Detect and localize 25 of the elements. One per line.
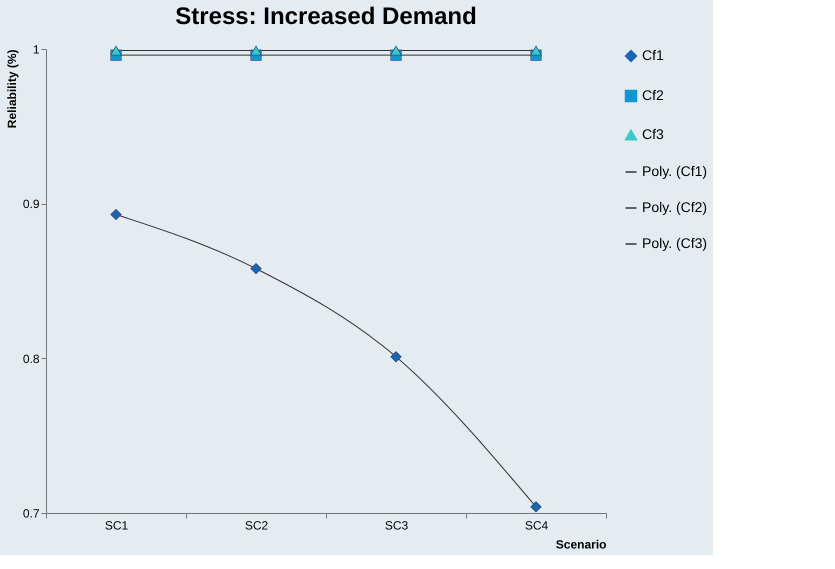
legend-label: Poly. (Cf2)	[642, 199, 708, 215]
point	[390, 46, 402, 56]
legend-label: Cf2	[642, 87, 664, 103]
y-tick-label: 0.9	[22, 197, 40, 212]
point	[250, 263, 262, 274]
x-tick-label: SC4	[524, 518, 548, 532]
legend-label: Cf3	[642, 126, 664, 142]
x-tick-label: SC3	[384, 518, 408, 532]
y-tick-label: 0.8	[22, 352, 40, 366]
legend-label: Cf1	[642, 47, 664, 63]
chart-title: Stress: Increased Demand	[175, 3, 477, 30]
point	[390, 351, 402, 362]
point	[250, 46, 262, 56]
x-tick-label: SC1	[104, 518, 128, 532]
x-axis-title: Scenario	[556, 538, 606, 552]
y-tick-label: 0.7	[22, 506, 40, 520]
y-axis-title: Reliability (%)	[4, 50, 19, 128]
point	[530, 46, 542, 56]
legend-label: Poly. (Cf3)	[642, 235, 708, 251]
point	[530, 501, 542, 512]
point	[110, 208, 122, 220]
point	[110, 46, 122, 56]
legend-label: Poly. (Cf1)	[642, 163, 708, 179]
y-tick-label: 1	[32, 42, 40, 56]
x-tick-label: SC2	[244, 518, 268, 532]
